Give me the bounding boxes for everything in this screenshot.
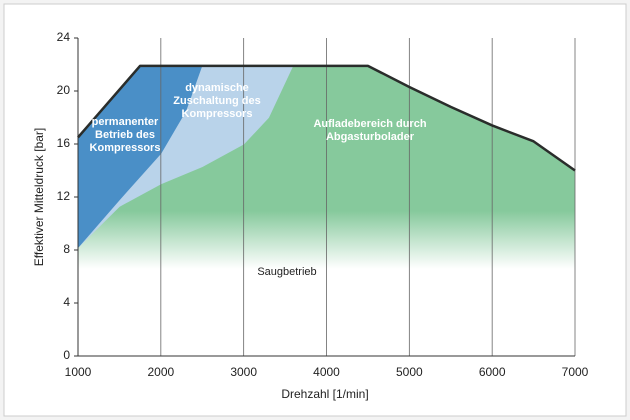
y-tick-label: 12 [57,189,71,203]
x-axis-label: Drehzahl [1/min] [281,387,368,401]
x-tick-label: 7000 [562,365,589,379]
line [77,64,576,172]
x-tick-label: 1000 [65,365,92,379]
region-boundary [78,65,294,248]
x-tick-label: 4000 [313,365,340,379]
x-tick-label: 6000 [479,365,506,379]
y-tick-label: 0 [63,348,70,362]
x-tick-label: 5000 [396,365,423,379]
x-tick-label: 2000 [147,365,174,379]
region-label: permanenter Betrieb des Kompressors [89,116,161,154]
region-label: Aufladebereich durch Abgasturbolader [313,118,427,143]
y-tick-label: 8 [63,242,70,256]
y-axis-label: Effektiver Mitteldruck [bar] [32,128,46,267]
annotation: Saugbetrieb [257,266,316,278]
y-tick-label: 24 [57,30,71,44]
region-label: dynamische Zuschaltung des Kompressors [173,82,261,120]
y-tick-label: 20 [57,83,71,97]
y-tick-label: 4 [63,295,70,309]
y-tick-label: 16 [57,136,71,150]
x-tick-label: 3000 [230,365,257,379]
